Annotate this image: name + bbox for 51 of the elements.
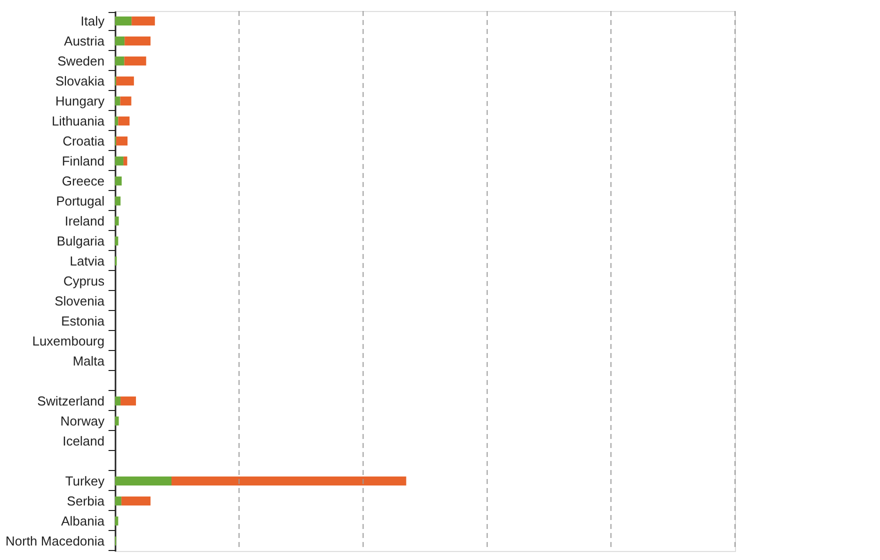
bar	[124, 56, 146, 66]
y-tick-label: Norway	[60, 414, 105, 428]
y-tick-label: Malta	[72, 354, 106, 368]
bar	[115, 96, 120, 106]
y-tick-label: Albania	[61, 514, 106, 528]
bar	[120, 96, 132, 106]
y-tick-label: Portugal	[56, 194, 105, 208]
bar	[115, 516, 118, 526]
bar	[115, 216, 119, 226]
bar	[116, 76, 134, 86]
y-tick-label: Italy	[80, 14, 105, 28]
y-tick-label: Switzerland	[37, 394, 104, 408]
bar	[115, 236, 118, 246]
bar	[171, 476, 406, 486]
bar	[115, 416, 119, 426]
bar	[121, 496, 151, 506]
y-tick-label: Hungary	[55, 94, 105, 108]
bar	[115, 16, 132, 26]
y-tick-label: Serbia	[66, 494, 106, 508]
y-tick-label: Bulgaria	[56, 234, 106, 248]
bar	[115, 116, 118, 126]
y-tick-label: Cyprus	[63, 274, 105, 288]
bar	[115, 156, 124, 166]
bar	[115, 496, 122, 506]
bar	[115, 396, 121, 406]
bar	[115, 36, 125, 46]
y-tick-label: Croatia	[62, 134, 106, 148]
y-tick-label: Finland	[62, 154, 104, 168]
bar	[115, 176, 122, 186]
bar	[116, 136, 128, 146]
y-tick-label: Latvia	[70, 254, 106, 268]
y-tick-label: Lithuania	[52, 114, 106, 128]
y-tick-label: Estonia	[61, 314, 106, 328]
y-tick-label: Sweden	[58, 54, 104, 68]
bar	[115, 56, 124, 66]
y-tick-label: Luxembourg	[32, 334, 104, 348]
y-tick-label: Slovenia	[54, 294, 106, 308]
y-tick-label: Slovakia	[55, 74, 106, 88]
bar	[118, 116, 130, 126]
bar	[132, 16, 155, 26]
y-tick-label: Turkey	[65, 474, 105, 488]
bar	[115, 196, 121, 206]
bar	[120, 396, 136, 406]
bar	[124, 36, 151, 46]
bar	[115, 476, 172, 486]
y-tick-label: Greece	[62, 174, 104, 188]
y-tick-label: Iceland	[62, 434, 104, 448]
y-tick-label: Ireland	[64, 214, 104, 228]
bar	[123, 156, 128, 166]
y-tick-label: Austria	[64, 34, 106, 48]
y-tick-label: North Macedonia	[6, 534, 106, 548]
